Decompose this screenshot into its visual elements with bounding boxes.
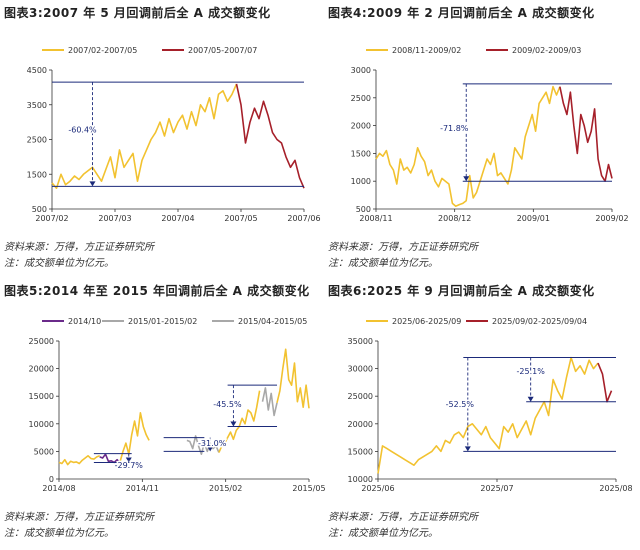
chart-title: 图表4:2009 年 2 月回调前后全 A 成交额变化 xyxy=(328,6,595,20)
series-line xyxy=(261,387,278,417)
arrow-head xyxy=(125,457,132,463)
x-tick-label: 2015/02 xyxy=(209,484,242,493)
chart-panel-1: 图表3:2007 年 5 月回调前后全 A 成交额变化 500 1500 2500 3… xyxy=(2,2,321,272)
x-tick-label: 2007/05 xyxy=(224,214,257,223)
source-text: 资料来源：万得，方正证券研究所 xyxy=(328,242,478,253)
x-tick-label: 2007/02 xyxy=(35,214,68,223)
chart-panel-2: 图表4:2009 年 2 月回调前后全 A 成交额变化 500 1000 1500 2… xyxy=(326,2,636,272)
y-tick-label: 10000 xyxy=(348,475,373,484)
legend-label: 2015/01-2015/02 xyxy=(128,317,197,326)
source-text: 资料来源：万得，方正证券研究所 xyxy=(4,512,154,523)
drawdown-label: -52.5% xyxy=(446,400,475,409)
x-tick-label: 2008/12 xyxy=(438,214,471,223)
x-tick-label: 2007/06 xyxy=(287,214,320,223)
arrow-head xyxy=(464,446,471,452)
series-line xyxy=(99,453,121,464)
legend-label: 2007/05-2007/07 xyxy=(188,46,257,55)
y-tick-label: 2000 xyxy=(351,122,371,131)
chart-svg: 500 1500 2500 3500 4500 2007/02 2007/03 2007/04… xyxy=(27,46,321,223)
chart-title: 图表6:2025 年 9 月回调前后全 A 成交额变化 xyxy=(328,284,595,298)
arrow-head xyxy=(463,176,470,182)
chart-title: 图表5:2014 年至 2015 年回调前后全 A 成交额变化 xyxy=(4,284,310,298)
drawdown-label: -29.7% xyxy=(115,461,144,470)
y-tick-label: 5000 xyxy=(34,447,54,456)
arrow-head xyxy=(230,421,237,427)
x-tick-label: 2025/08 xyxy=(599,484,632,493)
legend-label: 2008/11-2009/02 xyxy=(392,46,461,55)
drawdown-label: -31.0% xyxy=(198,439,227,448)
y-tick-label: 15000 xyxy=(348,447,373,456)
chart-panel-4: 图表6:2025 年 9 月回调前后全 A 成交额变化 10000 15000 20… xyxy=(326,280,636,550)
series-line xyxy=(377,356,599,474)
x-tick-label: 2007/04 xyxy=(161,214,194,223)
arrow-head xyxy=(527,396,534,402)
series-line xyxy=(375,85,561,207)
legend-label: 2025/06-2025/09 xyxy=(392,317,461,326)
x-tick-label: 2008/11 xyxy=(359,214,392,223)
note-text: 注：成交额单位为亿元。 xyxy=(4,528,114,539)
series-line xyxy=(58,455,100,466)
series-line xyxy=(186,435,220,455)
chart-title: 图表3:2007 年 5 月回调前后全 A 成交额变化 xyxy=(4,6,271,20)
drawdown-label: -60.4% xyxy=(68,126,97,135)
series-line xyxy=(51,83,238,189)
x-tick-label: 2015/05 xyxy=(292,484,325,493)
y-tick-label: 30000 xyxy=(348,365,373,374)
series-line xyxy=(276,348,310,409)
y-tick-label: 20000 xyxy=(29,365,54,374)
y-tick-label: 1000 xyxy=(351,177,371,186)
note-text: 注：成交额单位为亿元。 xyxy=(328,528,438,539)
y-tick-label: 1500 xyxy=(27,170,47,179)
y-tick-label: 0 xyxy=(49,475,54,484)
chart-panel-3: 图表5:2014 年至 2015 年回调前后全 A 成交额变化 0 5000 100… xyxy=(2,280,326,550)
note-text: 注：成交额单位为亿元。 xyxy=(328,258,438,269)
x-tick-label: 2007/03 xyxy=(98,214,131,223)
legend-label: 2015/04-2015/05 xyxy=(238,317,307,326)
series-line xyxy=(119,412,150,463)
source-text: 资料来源：万得，方正证券研究所 xyxy=(4,242,154,253)
chart-svg: 10000 15000 20000 25000 30000 35000 2025/06 202… xyxy=(348,317,633,493)
y-tick-label: 25000 xyxy=(348,392,373,401)
arrow-head xyxy=(89,181,96,187)
chart-svg: 500 1000 1500 2000 2500 3000 2008/11 2008/12 200… xyxy=(351,46,629,223)
source-text: 资料来源：万得，方正证券研究所 xyxy=(328,512,478,523)
y-tick-label: 10000 xyxy=(29,420,54,429)
y-tick-label: 2500 xyxy=(351,94,371,103)
x-tick-label: 2014/11 xyxy=(126,484,159,493)
legend-label: 2014/10 xyxy=(68,317,101,326)
y-tick-label: 3000 xyxy=(351,66,371,75)
drawdown-label: -45.5% xyxy=(213,400,242,409)
drawdown-label: -71.8% xyxy=(440,124,469,133)
series-line xyxy=(235,83,305,189)
x-tick-label: 2014/08 xyxy=(42,484,75,493)
x-tick-label: 2025/07 xyxy=(480,484,513,493)
series-line xyxy=(597,362,613,403)
y-tick-label: 500 xyxy=(356,205,371,214)
y-tick-label: 3500 xyxy=(27,101,47,110)
y-tick-label: 500 xyxy=(32,205,47,214)
x-tick-label: 2009/01 xyxy=(517,214,550,223)
note-text: 注：成交额单位为亿元。 xyxy=(4,258,114,269)
x-tick-label: 2009/02 xyxy=(595,214,628,223)
y-tick-label: 15000 xyxy=(29,392,54,401)
y-tick-label: 2500 xyxy=(27,136,47,145)
series-line xyxy=(559,86,613,182)
y-tick-label: 20000 xyxy=(348,420,373,429)
chart-svg: 0 5000 10000 15000 20000 25000 2014/08 2014/11 2… xyxy=(29,317,326,493)
y-tick-label: 4500 xyxy=(27,66,47,75)
y-tick-label: 1500 xyxy=(351,149,371,158)
y-tick-label: 25000 xyxy=(29,337,54,346)
arrow-head xyxy=(207,446,214,452)
legend-label: 2007/02-2007/05 xyxy=(68,46,137,55)
x-tick-label: 2025/06 xyxy=(361,484,394,493)
drawdown-label: -25.1% xyxy=(517,367,546,376)
legend-label: 2025/09/02-2025/09/04 xyxy=(492,317,587,326)
y-tick-label: 35000 xyxy=(348,337,373,346)
legend-label: 2009/02-2009/03 xyxy=(512,46,581,55)
